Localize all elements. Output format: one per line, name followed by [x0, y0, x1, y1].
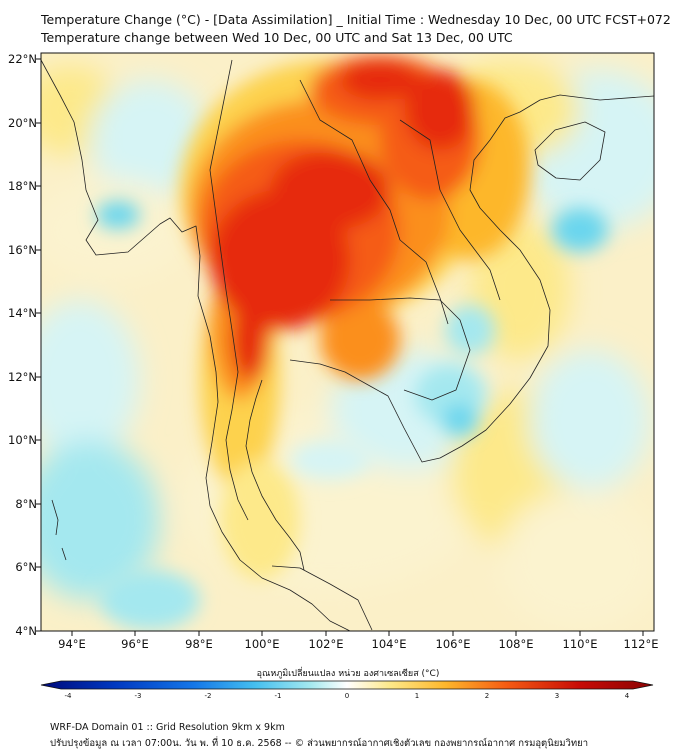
coastline-andaman-islands [51, 499, 67, 561]
colorbar-tick-label: -1 [275, 692, 282, 700]
border-laos [299, 79, 449, 325]
colorbar-ticks: -4 -3 -2 -1 0 1 2 3 4 [65, 692, 630, 700]
lon-label: 102°E [309, 637, 344, 651]
latitude-axis [36, 58, 41, 632]
longitude-labels: 94°E 96°E 98°E 100°E 102°E 104°E 106°E 1… [58, 637, 658, 651]
coastlines-borders [41, 59, 654, 631]
lon-label: 100°E [245, 637, 280, 651]
colorbar-tick-label: 4 [625, 692, 630, 700]
lon-label: 108°E [499, 637, 534, 651]
lon-label: 94°E [58, 637, 86, 651]
lat-label: 16°N [8, 243, 37, 257]
coastline-hainan [534, 121, 606, 181]
lat-label: 14°N [8, 306, 37, 320]
colorbar-tick-label: -2 [205, 692, 212, 700]
coastline-bay-of-bengal [41, 59, 351, 631]
border-myanmar-thailand [209, 59, 249, 521]
colorbar-tick-label: 0 [345, 692, 349, 700]
coastline-gulf-east [289, 94, 654, 463]
border-cambodia [330, 297, 471, 401]
border-vietnam-laos [399, 119, 501, 301]
temperature-field [41, 53, 654, 631]
footer-credit: ปรับปรุงข้อมูล ณ เวลา 07:00น. วัน พ. ที่… [50, 738, 589, 749]
field-cool-spots [96, 201, 608, 630]
lon-label: 110°E [563, 637, 598, 651]
footer-model-info: WRF-DA Domain 01 :: Grid Resolution 9km … [50, 722, 285, 733]
field-warm-core [180, 55, 530, 580]
lat-label: 4°N [15, 624, 37, 638]
plot-frame [40, 52, 655, 632]
coastline-gulf-of-thailand [245, 379, 305, 571]
colorbar-tick-label: -4 [65, 692, 73, 700]
colorbar-bar [40, 680, 654, 690]
colorbar-tick-label: 3 [555, 692, 559, 700]
lon-label: 106°E [436, 637, 471, 651]
lon-label: 98°E [185, 637, 213, 651]
lat-label: 10°N [8, 433, 37, 447]
lon-label: 96°E [121, 637, 149, 651]
lat-label: 12°N [8, 370, 37, 384]
colorbar-title: อุณหภูมิเปลี่ยนแปลง หน่วย องศาเซลเซียส (… [257, 666, 440, 679]
map-title: Temperature Change (°C) - [Data Assimila… [41, 12, 671, 27]
lon-label: 112°E [624, 637, 659, 651]
border-malaysia-thailand [271, 565, 373, 631]
colorbar-tick-label: 1 [415, 692, 419, 700]
lat-label: 20°N [8, 116, 37, 130]
lat-label: 18°N [8, 179, 37, 193]
lat-label: 8°N [15, 497, 37, 511]
latitude-labels: 22°N 20°N 18°N 16°N 14°N 12°N 10°N 8°N 6… [8, 52, 37, 638]
lat-label: 6°N [15, 560, 37, 574]
lat-label: 22°N [8, 52, 37, 66]
map-subtitle: Temperature change between Wed 10 Dec, 0… [41, 30, 513, 45]
lon-label: 104°E [372, 637, 407, 651]
colorbar-tick-label: -3 [135, 692, 142, 700]
colorbar-tick-label: 2 [485, 692, 489, 700]
colorbar [40, 680, 654, 690]
field-broad-zones [41, 60, 654, 630]
longitude-axis [71, 631, 644, 636]
